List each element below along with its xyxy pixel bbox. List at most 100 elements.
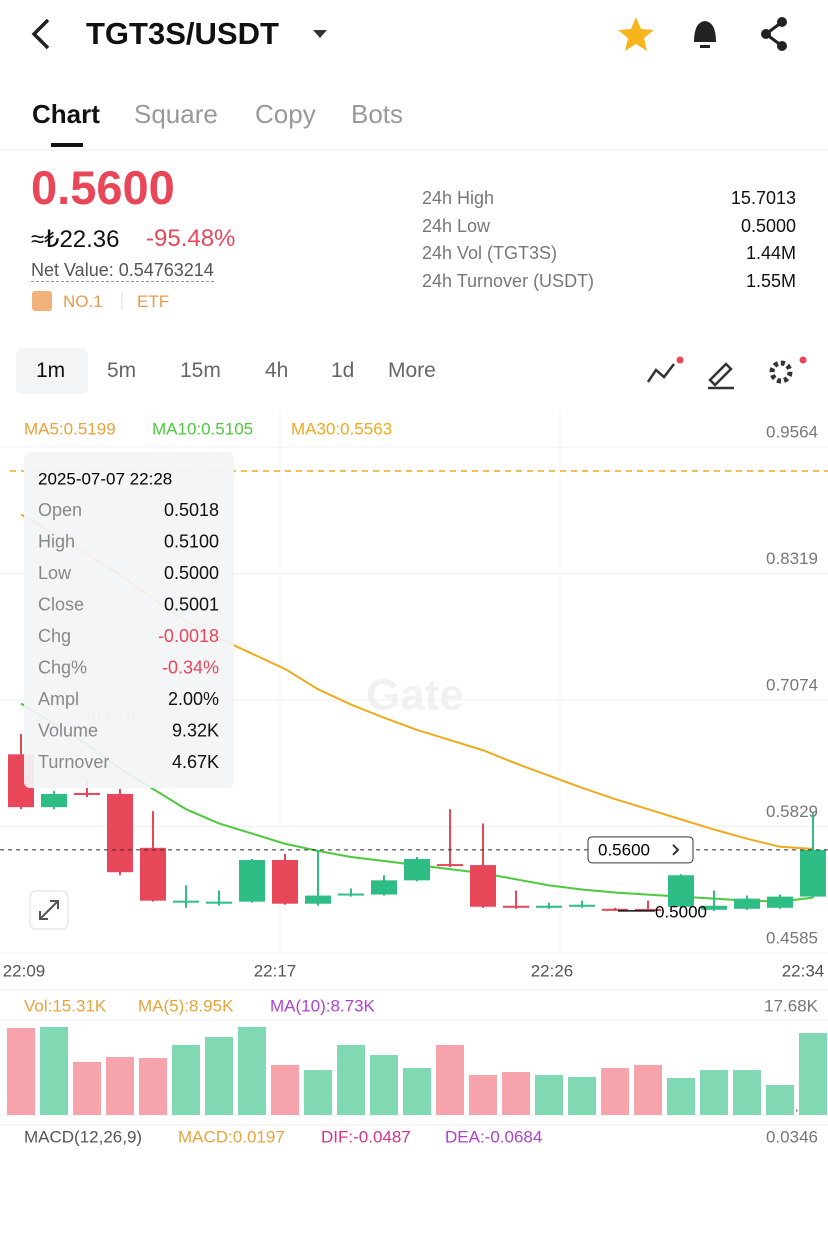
dot bbox=[799, 356, 807, 364]
top-icons bbox=[0, 17, 828, 394]
expand-icon bbox=[39, 900, 59, 920]
candle-body bbox=[701, 905, 727, 910]
dropdown-icon[interactable] bbox=[313, 30, 327, 38]
pair-title[interactable]: TGT3S/USDT bbox=[86, 16, 279, 51]
tab[interactable]: Copy bbox=[255, 99, 316, 129]
candle-body bbox=[668, 875, 694, 907]
x-tick-label: 22:26 bbox=[531, 961, 574, 980]
tab[interactable]: Bots bbox=[351, 99, 404, 129]
candle-body bbox=[437, 864, 463, 867]
back-icon[interactable] bbox=[31, 18, 50, 50]
volume-bar bbox=[469, 1075, 497, 1115]
stat-value: 1.55M bbox=[745, 270, 796, 291]
star-icon[interactable] bbox=[618, 17, 654, 51]
x-tick-label: 22:17 bbox=[254, 961, 297, 980]
macd-label: DIF:-0.0487 bbox=[321, 1127, 411, 1146]
volume-bar bbox=[106, 1057, 134, 1115]
stat-label: 24h High bbox=[422, 188, 495, 208]
stat-value: 15.7013 bbox=[730, 188, 796, 208]
candle-body bbox=[371, 880, 397, 895]
rank-icon bbox=[32, 291, 52, 311]
bell-icon[interactable] bbox=[694, 21, 716, 48]
ma-label: MA5:0.5199 bbox=[24, 419, 116, 438]
settings-icon[interactable] bbox=[769, 360, 793, 384]
indicator-icon[interactable] bbox=[646, 363, 675, 383]
volume-bar bbox=[799, 1033, 827, 1115]
volume-bar bbox=[535, 1075, 563, 1115]
interval[interactable]: 1m bbox=[36, 359, 66, 382]
y-tick-label: 0.5829 bbox=[766, 802, 818, 821]
tooltip-value: 9.32K bbox=[172, 720, 219, 740]
interval[interactable]: 4h bbox=[265, 359, 289, 382]
macd-label: DEA:-0.0684 bbox=[445, 1127, 542, 1146]
tooltip-label: High bbox=[38, 531, 75, 551]
interval-active-bg bbox=[16, 348, 88, 394]
candle-body bbox=[338, 893, 364, 896]
candle-body bbox=[767, 896, 793, 908]
fiat-price: ≈₺22.36 bbox=[31, 226, 120, 253]
tab[interactable]: Chart bbox=[32, 99, 100, 129]
tooltip-label: Low bbox=[38, 563, 72, 583]
volume-bar bbox=[7, 1028, 35, 1115]
tooltip-label: Turnover bbox=[38, 752, 109, 772]
candle-body bbox=[734, 898, 760, 909]
volume-bar bbox=[172, 1044, 200, 1115]
tooltip-value: 0.5001 bbox=[164, 594, 219, 614]
volume-bar bbox=[205, 1036, 233, 1115]
volume-bar bbox=[238, 1026, 266, 1115]
tooltip-label: Open bbox=[38, 500, 82, 520]
tooltip-value: 2.00% bbox=[168, 689, 219, 709]
volume-bar bbox=[700, 1070, 728, 1115]
candle-body bbox=[140, 847, 166, 901]
share-icon[interactable] bbox=[761, 17, 787, 51]
vol-label: MA(10):8.73K bbox=[270, 996, 376, 1015]
candle-body bbox=[173, 900, 199, 903]
volume-bar bbox=[733, 1070, 761, 1115]
y-tick-label: 0.8319 bbox=[766, 549, 818, 568]
etf-tag: ETF bbox=[137, 292, 170, 311]
y-tick-label: 0.7074 bbox=[766, 676, 818, 695]
tooltip-label: Volume bbox=[38, 720, 98, 740]
volume-bar bbox=[40, 1026, 68, 1115]
candle-body bbox=[272, 860, 298, 904]
draw-icon[interactable] bbox=[708, 362, 734, 390]
interval[interactable]: More bbox=[388, 359, 436, 382]
interval[interactable]: 15m bbox=[180, 359, 221, 382]
vol-label: MA(5):8.95K bbox=[138, 996, 234, 1015]
price-line-label: 0.5600 bbox=[598, 840, 650, 859]
candle-body bbox=[74, 792, 100, 795]
candle-body bbox=[536, 905, 562, 908]
volume-bar bbox=[304, 1070, 332, 1115]
interval[interactable]: 1d bbox=[331, 359, 355, 382]
candle-body bbox=[800, 849, 826, 897]
tooltip-label: Ampl bbox=[38, 689, 79, 709]
tooltip-value: -0.34% bbox=[162, 657, 219, 677]
volume-bar bbox=[370, 1054, 398, 1115]
volume-bar bbox=[667, 1077, 695, 1115]
macd-label: MACD:0.0197 bbox=[178, 1127, 285, 1146]
net-value[interactable]: Net Value: 0.54763214 bbox=[31, 260, 214, 282]
volume-bar bbox=[502, 1072, 530, 1115]
stat-label: 24h Low bbox=[422, 215, 491, 236]
tooltip-label: Chg% bbox=[38, 657, 87, 677]
stat-label: 24h Vol (TGT3S) bbox=[422, 243, 558, 263]
x-tick-label: 22:09 bbox=[3, 961, 46, 980]
volume-bar bbox=[436, 1044, 464, 1115]
volume-bar bbox=[403, 1067, 431, 1115]
volume-bar bbox=[634, 1064, 662, 1115]
tooltip-value: 4.67K bbox=[172, 752, 219, 772]
tooltip-value: 0.5100 bbox=[164, 531, 219, 551]
volume-bar bbox=[73, 1062, 101, 1115]
macd-tick: 0.0346 bbox=[766, 1127, 818, 1146]
ma-label: MA30:0.5563 bbox=[291, 419, 392, 438]
chart: Gate 0.9564 0.8319 0.7074 0.5829 0.4585 MA5:0.… bbox=[0, 410, 828, 1146]
interval[interactable]: 5m bbox=[107, 359, 137, 382]
price-box bbox=[587, 836, 694, 864]
candle-body bbox=[305, 895, 331, 904]
volume-bar bbox=[601, 1067, 629, 1115]
candle-body bbox=[602, 908, 628, 911]
stat-value: 0.5000 bbox=[740, 215, 796, 236]
x-tick-label: 22:34 bbox=[782, 961, 825, 980]
tab[interactable]: Square bbox=[134, 99, 218, 129]
